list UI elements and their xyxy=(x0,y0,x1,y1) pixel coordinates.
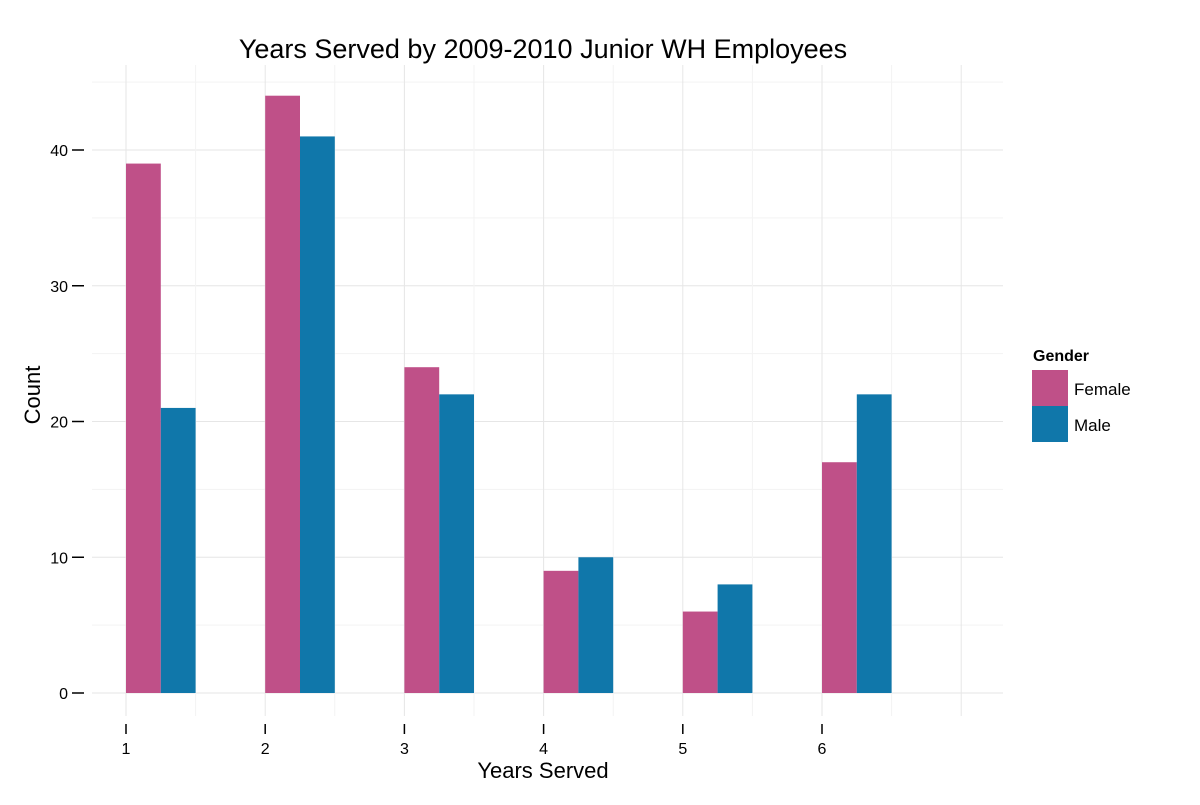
y-tick-label: 0 xyxy=(59,686,68,703)
axis-layer: 0 10 20 30 40 1 2 3 4 5 6 xyxy=(50,143,826,758)
legend-swatch-male xyxy=(1032,406,1068,442)
y-tick-label: 10 xyxy=(50,550,68,567)
y-tick-label: 40 xyxy=(50,143,68,160)
bars-layer xyxy=(126,95,892,694)
x-tick-label: 4 xyxy=(539,741,548,758)
x-tick-label: 1 xyxy=(122,741,131,758)
bar-female-1 xyxy=(126,163,161,693)
x-axis-label: Years Served xyxy=(477,758,608,783)
bar-female-3 xyxy=(404,367,440,693)
legend-label-female: Female xyxy=(1074,380,1131,399)
bar-female-4 xyxy=(543,570,579,693)
x-tick-label: 5 xyxy=(678,741,687,758)
bar-male-6 xyxy=(856,394,892,693)
legend: Gender Female Male xyxy=(1032,348,1131,442)
bar-female-6 xyxy=(822,462,857,693)
legend-title: Gender xyxy=(1033,348,1089,365)
x-tick-label: 3 xyxy=(400,741,409,758)
bar-male-2 xyxy=(300,136,335,694)
legend-items: Female Male xyxy=(1032,370,1131,442)
bar-male-3 xyxy=(439,394,474,693)
bar-male-1 xyxy=(160,407,196,693)
y-axis-label: Count xyxy=(20,366,45,425)
y-tick-label: 20 xyxy=(50,415,68,432)
bar-male-5 xyxy=(717,584,753,693)
y-tick-label: 30 xyxy=(50,279,68,296)
legend-swatch-female xyxy=(1032,370,1068,406)
x-tick-label: 2 xyxy=(261,741,270,758)
bar-female-2 xyxy=(265,95,300,693)
bar-female-5 xyxy=(682,611,718,693)
x-tick-label: 6 xyxy=(818,741,827,758)
bar-male-4 xyxy=(578,557,614,693)
chart-title: Years Served by 2009-2010 Junior WH Empl… xyxy=(239,34,847,64)
legend-label-male: Male xyxy=(1074,416,1111,435)
